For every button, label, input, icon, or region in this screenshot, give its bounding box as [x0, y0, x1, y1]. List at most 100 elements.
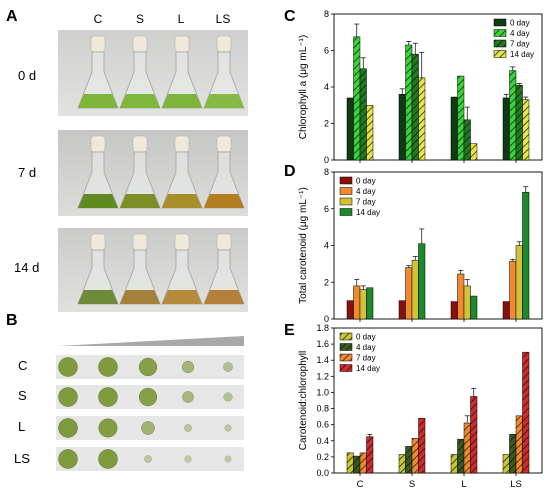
- panel-letter-c: C: [284, 8, 296, 25]
- bar-14-day-C: [366, 105, 374, 161]
- bar-0-day-LS: [502, 97, 510, 161]
- y-axis-label: Total carotenoid (μg mL⁻¹): [298, 187, 309, 304]
- bar-14-day-L: [470, 295, 478, 320]
- panel-letter-d: D: [284, 163, 296, 180]
- y-tick-label: 1.4: [316, 355, 329, 365]
- column-label-l: L: [177, 12, 185, 26]
- bar-4-day-S: [405, 44, 413, 161]
- bar-4-day-L: [457, 438, 465, 474]
- y-tick-label: 6: [324, 204, 329, 214]
- legend-label: 4 day: [356, 343, 376, 352]
- bar-0-day-C: [346, 300, 354, 320]
- x-tick-label: L: [461, 479, 466, 490]
- spot-colony: [58, 449, 78, 469]
- flask-stopper: [132, 233, 148, 251]
- y-tick-label: 4: [324, 241, 329, 251]
- spot-row-label-l: L: [18, 419, 26, 434]
- y-tick-label: 1.8: [316, 323, 329, 333]
- flask-row-0d: [77, 35, 245, 109]
- flask-culture: [162, 290, 202, 304]
- flask-row-14d: [77, 233, 245, 305]
- spot-colony: [224, 424, 232, 432]
- bar-7-day-LS: [515, 415, 523, 474]
- flask-stopper: [132, 35, 148, 53]
- bar-4-day-LS: [509, 434, 517, 474]
- flask-stopper: [132, 135, 148, 153]
- flask-culture: [78, 290, 118, 304]
- legend-label: 7 day: [356, 198, 376, 207]
- flask-stopper: [90, 35, 106, 53]
- bar-4-day-LS: [509, 70, 517, 161]
- legend-swatch: [339, 332, 353, 341]
- bar-0-day-S: [398, 454, 406, 474]
- bar-7-day-L: [463, 422, 471, 474]
- bar-7-day-L: [463, 119, 471, 161]
- legend-label: 14 day: [356, 364, 380, 373]
- y-tick-label: 0.4: [316, 436, 329, 446]
- bar-4-day-C: [353, 455, 361, 474]
- y-tick-label: 0.2: [316, 452, 329, 462]
- legend-swatch: [339, 343, 353, 351]
- flask-photo-7d: [58, 130, 248, 216]
- legend-label: 7 day: [356, 354, 376, 363]
- spot-colony: [58, 387, 78, 407]
- flask-stopper: [174, 135, 190, 153]
- flask-culture: [120, 94, 160, 108]
- spot-colony: [138, 357, 158, 377]
- legend-swatch: [493, 29, 507, 37]
- spot-row-label-s: S: [18, 388, 27, 403]
- bar-7-day-S: [411, 438, 419, 474]
- legend-label: 4 day: [356, 187, 376, 196]
- spot-assay-panel: [56, 336, 244, 471]
- bar-14-day-C: [366, 287, 374, 320]
- spot-row-label-ls: LS: [14, 451, 30, 466]
- flask-stopper: [216, 233, 232, 251]
- row-label-7d: 7 d: [18, 165, 37, 180]
- bar-0-day-L: [450, 96, 458, 161]
- bar-4-day-C: [353, 36, 361, 161]
- bar-7-day-LS: [515, 84, 523, 161]
- dilution-gradient-wedge: [58, 336, 244, 346]
- flask-photo-0d: [58, 30, 248, 116]
- column-label-s: S: [135, 12, 144, 26]
- flask-stopper: [90, 233, 106, 251]
- bar-4-day-S: [405, 267, 413, 320]
- bar-7-day-C: [359, 68, 367, 161]
- panel-letter-a: A: [6, 8, 18, 25]
- flask-stopper: [174, 233, 190, 251]
- spot-plate-strip: [56, 447, 244, 471]
- y-tick-label: 8: [324, 9, 329, 19]
- bar-4-day-S: [405, 446, 413, 474]
- y-tick-label: 0.0: [316, 468, 329, 478]
- legend-swatch: [493, 50, 507, 58]
- y-tick-label: 8: [324, 167, 329, 177]
- bar-14-day-LS: [522, 99, 530, 161]
- legend-swatch: [339, 176, 353, 185]
- flask-photo-14d: [58, 228, 248, 312]
- panel-letter-e: E: [284, 322, 295, 339]
- bar-0-day-C: [346, 452, 354, 474]
- legend-label: 14 day: [510, 50, 534, 59]
- spot-colony: [223, 362, 233, 372]
- chart-carotenoid-chlorophyll-ratio: 0.0 0.2 0.4 0.6 0.8 1.0 1.2 1.4 1.6 1.8 Carotenoid…: [298, 323, 543, 490]
- spot-colony: [141, 421, 155, 435]
- x-tick-label: LS: [510, 479, 522, 490]
- flask-culture: [162, 194, 202, 208]
- bar-14-day-L: [470, 396, 478, 474]
- bar-7-day-C: [359, 452, 367, 474]
- legend-swatch: [339, 208, 353, 216]
- bar-0-day-LS: [502, 454, 510, 474]
- flask-stopper: [216, 35, 232, 53]
- row-label-0d: 0 d: [18, 68, 37, 83]
- plot-frame: [333, 327, 543, 474]
- bar-14-day-LS: [522, 191, 530, 320]
- y-tick-label: 2: [324, 119, 329, 129]
- legend-label: 0 day: [356, 333, 376, 342]
- bar-7-day-LS: [515, 245, 523, 320]
- bar-14-day-S: [418, 243, 426, 320]
- y-tick-label: 4: [324, 82, 329, 92]
- flask-culture: [204, 94, 244, 108]
- bar-4-day-L: [457, 75, 465, 161]
- legend-swatch: [339, 353, 353, 362]
